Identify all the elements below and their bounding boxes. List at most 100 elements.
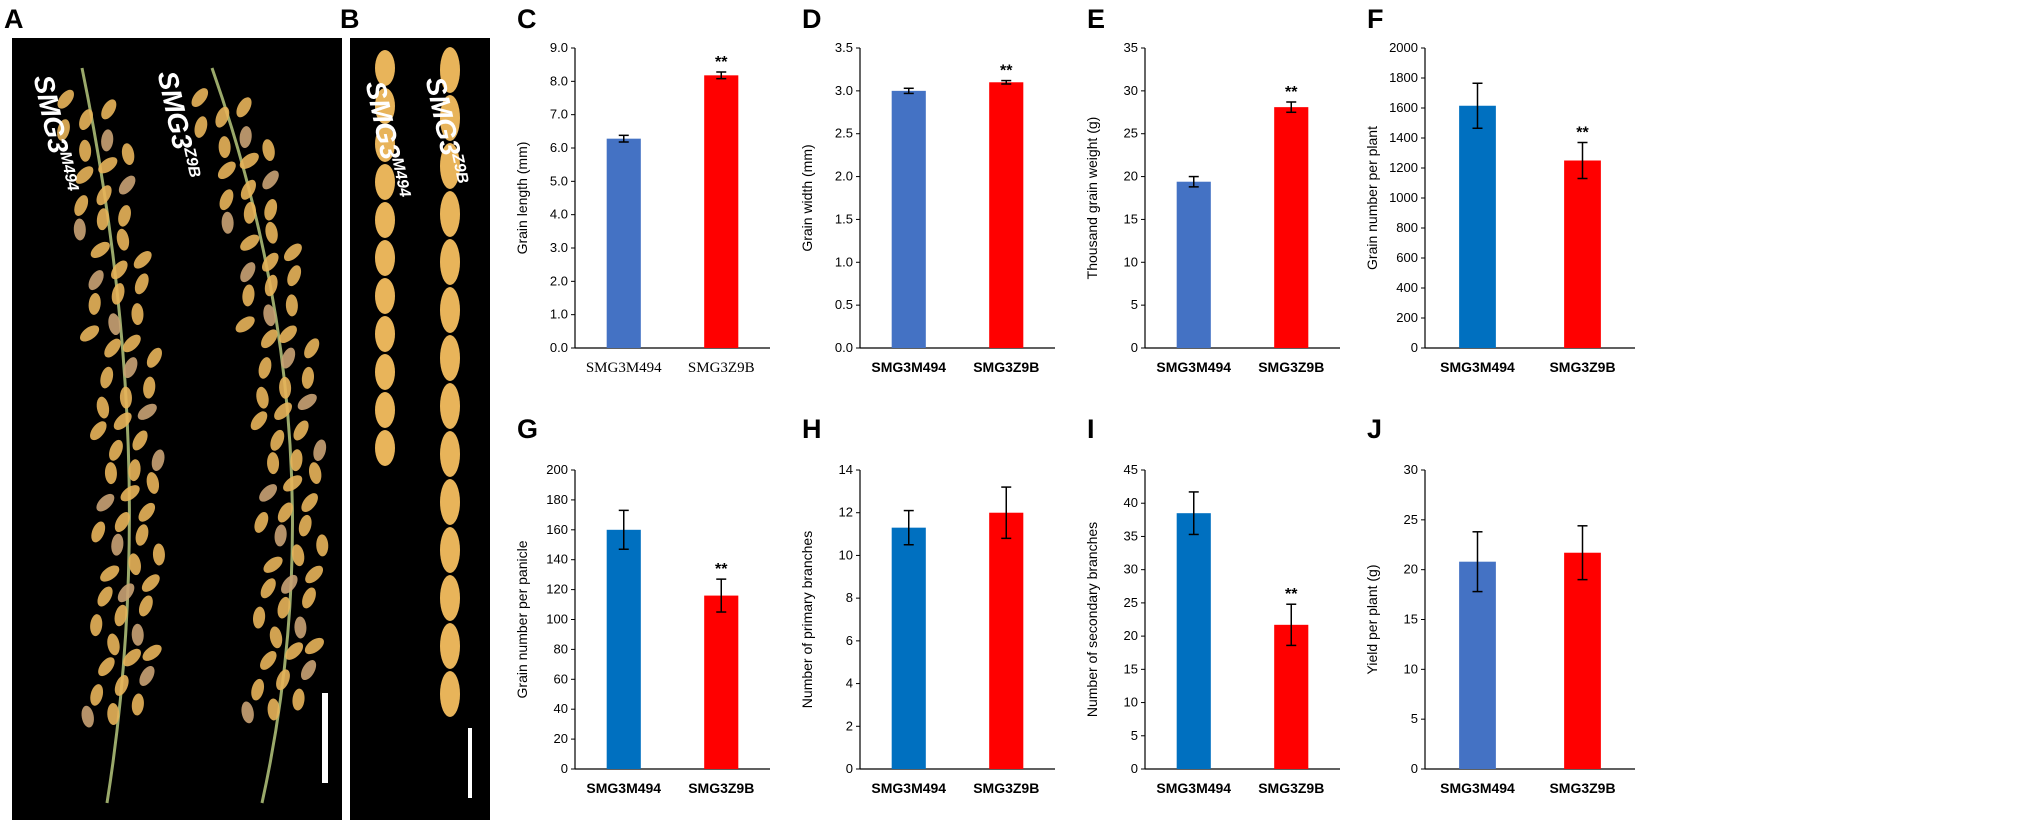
y-tick-label: 20 [1124,628,1138,643]
chart-svg: F 0 200 400 600 800 1000 1200 1400 1600 1800 2000 Gr… [1364,4,1635,375]
label-b-z9b-sup: Z9B [448,151,472,186]
grain-spikelet [101,129,114,152]
grain-spikelet [304,637,324,655]
bar-smg3z9b [1274,624,1309,769]
category-label: SMG3Z9B [688,360,755,376]
panel-letter-i: I [1087,414,1095,444]
y-tick-label: 5 [1131,728,1138,743]
grain-spikelet [137,403,157,420]
bar-smg3m494 [606,138,641,348]
grain-spikelet [281,574,298,594]
grain-spikelet [240,234,260,251]
grain-spikelet [291,544,305,567]
grain-spikelet [191,88,209,108]
grain-spikelet [254,511,269,533]
grain-spikelet [279,325,297,344]
grain-m494 [375,126,395,162]
significance-mark: ** [715,54,728,71]
panicle-photo: SMG3M494 SMG3Z9B [12,38,342,820]
grain-spikelet [267,452,280,475]
grain-spikelet [88,270,104,291]
grain-spikelet [123,357,138,379]
grain-spikelet [301,493,318,513]
grain-spikelet [219,189,234,211]
grain-spikelet [302,587,316,609]
panicle-stem [80,67,131,804]
y-axis-title: Thousand grain weight (g) [1084,117,1100,280]
grain-spikelet [138,502,156,522]
grain-z9b [440,287,460,333]
panicle-illustration [57,67,329,804]
grain-spikelet [274,402,293,420]
grain-m494 [375,278,395,314]
grain-spikelet [270,429,285,451]
label-smg3-z9b-sup: Z9B [180,145,204,180]
category-label: SMG3M494 [871,359,946,375]
y-tick-label: 30 [1124,83,1138,98]
panel-letter-c: C [517,4,537,34]
y-tick-label: 1.0 [835,254,853,269]
panel-letter-f: F [1367,4,1384,34]
grain-m494 [375,240,395,276]
y-tick-label: 6.0 [550,140,568,155]
y-tick-label: 8.0 [550,73,568,88]
significance-mark: ** [1285,586,1298,603]
y-tick-label: 15 [1124,661,1138,676]
grain-spikelet [97,586,113,607]
chart-svg: J 0 5 10 15 20 25 30 Yield per plant (g) SMG3M494… [1364,414,1635,796]
category-label: SMG3Z9B [1549,359,1615,375]
y-axis-title: Grain number per plant [1364,126,1380,270]
y-tick-label: 10 [839,547,853,562]
y-tick-label: 1600 [1389,100,1418,115]
scale-bar-a [322,693,328,783]
bar-smg3m494 [1176,181,1211,348]
grain-spikelet [143,376,156,399]
grain-spikelet [91,521,106,543]
grain-z9b [440,47,460,93]
grain-spikelet [113,412,132,430]
y-tick-label: 25 [1124,126,1138,141]
bar-smg3z9b [989,512,1024,769]
grain-spikelet [262,170,279,190]
chart-grain-width: D 0.0 0.5 1.0 1.5 2.0 2.5 3.0 3.5 Grain width (mm… [790,0,1075,400]
grain-spikelet [290,449,303,472]
grain-spikelet [316,534,329,557]
y-tick-label: 12 [839,505,853,520]
grain-spikelet [57,119,70,141]
bar-smg3m494 [606,529,641,769]
grain-spikelet [108,313,121,336]
grain-spikelet [57,89,74,109]
grain-z9b [440,623,460,669]
grain-m494 [375,316,395,352]
grain-m494 [375,354,395,390]
y-axis-title: Yield per plant (g) [1364,565,1380,675]
grain-spikelet [240,179,256,200]
grain-spikelet [107,633,120,656]
chart-grain-length: C 0.0 1.0 2.0 3.0 4.0 5.0 6.0 7.0 8.0 9.0 Grain len… [505,0,790,400]
grain-spikelet [139,665,155,686]
y-tick-label: 1800 [1389,70,1418,85]
grain-spikelet [123,648,141,667]
grain-spikelet [141,574,160,592]
grain-spikelet [252,606,266,629]
bar-smg3z9b [1274,107,1309,349]
grain-spikelet [119,386,132,409]
grain-spikelet [256,386,269,409]
grain-spikelet [90,614,103,637]
y-tick-label: 120 [546,582,568,597]
chart-thousand-grain-weight: E 0 5 10 15 20 25 30 35 Thousand grain weight (g)… [1075,0,1360,400]
grain-spikelet [261,329,278,349]
grain-z9b [440,95,460,141]
y-tick-label: 40 [1124,495,1138,510]
bar-smg3m494 [1176,513,1211,769]
grain-spikelet [281,347,296,369]
grain-z9b [440,671,460,717]
y-tick-label: 7.0 [550,107,568,122]
y-tick-label: 4.0 [550,207,568,222]
grain-z9b [440,383,460,429]
chart-grain-number-per-panicle: G 0 20 40 60 80 100 120 140 160 180 200 Grain number… [505,410,790,821]
y-tick-label: 5 [1131,297,1138,312]
grain-spikelet [300,660,317,681]
grain-spikelet [88,292,101,315]
y-tick-label: 25 [1124,595,1138,610]
